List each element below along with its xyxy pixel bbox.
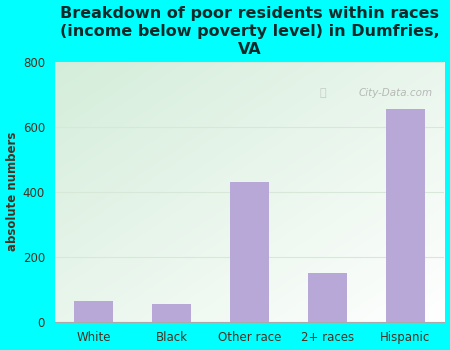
- Bar: [152, 304, 191, 322]
- Bar: [230, 182, 269, 322]
- Y-axis label: absolute numbers: absolute numbers: [5, 132, 18, 252]
- Bar: [386, 109, 425, 322]
- Title: Breakdown of poor residents within races
(income below poverty level) in Dumfrie: Breakdown of poor residents within races…: [60, 6, 439, 57]
- Text: ⓘ: ⓘ: [320, 88, 326, 98]
- Bar: [308, 273, 347, 322]
- Bar: [74, 301, 113, 322]
- Text: City-Data.com: City-Data.com: [359, 88, 433, 98]
